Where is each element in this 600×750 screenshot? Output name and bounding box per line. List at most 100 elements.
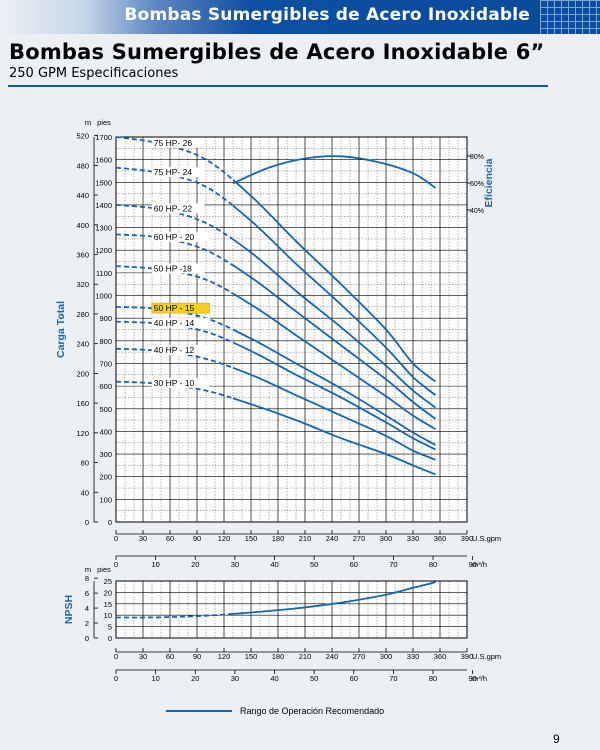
- npsh-x-tick-gpm: 30: [139, 652, 147, 661]
- npsh-m-unit-label: m: [85, 565, 91, 574]
- npsh-x-tick-m3h: 70: [389, 674, 397, 683]
- head-curve-solid: [233, 204, 437, 396]
- x-tick-gpm: 360: [434, 534, 447, 543]
- head-curve-solid: [233, 238, 437, 409]
- series-label-bg: [151, 302, 211, 314]
- y-tick-m: 280: [76, 310, 89, 319]
- npsh-curve-solid: [233, 581, 436, 615]
- efficiency-tick-label: 40%: [470, 208, 484, 215]
- y-tick-m: 120: [76, 429, 89, 438]
- y-tick-ft: 900: [99, 314, 112, 323]
- series-label: 60 HP- 22: [154, 203, 193, 213]
- npsh-x-unit-gpm: U.S.gpm: [472, 652, 501, 661]
- npsh-x-tick-m3h: 0: [114, 674, 118, 683]
- series-label-bg: [151, 137, 205, 148]
- y-tick-m: 80: [81, 459, 89, 468]
- x-tick-gpm: 120: [218, 534, 231, 543]
- banner-title: Bombas Sumergibles de Acero Inoxidable: [124, 5, 530, 25]
- npsh-curve-dashed: [116, 613, 233, 619]
- npsh-y-tick-ft: 20: [104, 588, 112, 597]
- series-label: 30 HP - 10: [154, 378, 195, 388]
- series-label-bg: [151, 167, 205, 178]
- y-tick-m: 440: [76, 191, 89, 200]
- npsh-plot-border: [115, 580, 468, 639]
- head-curve-solid: [233, 397, 436, 476]
- y-tick-ft: 100: [99, 495, 112, 504]
- npsh-y-tick-ft: 10: [104, 611, 112, 620]
- series-label: 40 HP - 14: [154, 318, 195, 328]
- npsh-x-tick-gpm: 300: [380, 652, 393, 661]
- y-tick-ft: 200: [99, 473, 112, 482]
- x-tick-gpm: 330: [407, 534, 420, 543]
- npsh-x-tick-gpm: 150: [245, 652, 258, 661]
- npsh-x-tick-m3h: 50: [310, 674, 318, 683]
- npsh-x-tick-gpm: 0: [114, 652, 118, 661]
- y-tick-m: 320: [76, 280, 89, 289]
- y-tick-ft: 1300: [95, 224, 112, 233]
- npsh-x-tick-m3h: 40: [270, 674, 278, 683]
- y-tick-m: 200: [76, 369, 89, 378]
- series-label: 50 HP - 15: [154, 303, 195, 313]
- npsh-x-tick-gpm: 360: [434, 652, 447, 661]
- y-tick-ft: 600: [99, 382, 112, 391]
- npsh-y-tick-ft: 5: [108, 623, 112, 632]
- x-tick-gpm: 240: [326, 534, 339, 543]
- y-tick-m: 0: [85, 518, 89, 527]
- x-tick-gpm: 210: [299, 534, 312, 543]
- x-tick-m3h: 50: [310, 560, 318, 569]
- x-tick-gpm: 300: [380, 534, 393, 543]
- x-tick-m3h: 70: [389, 560, 397, 569]
- series-label-bg: [151, 377, 210, 388]
- y-tick-ft: 500: [99, 405, 112, 414]
- npsh-y-tick-ft: 15: [104, 600, 112, 609]
- npsh-x-tick-gpm: 390: [461, 652, 474, 661]
- series-label: 60 HP - 20: [154, 232, 195, 242]
- npsh-x-unit-m3h: m³/h: [472, 674, 487, 683]
- x-tick-gpm: 90: [193, 534, 201, 543]
- x-tick-m3h: 60: [350, 560, 358, 569]
- series-label-bg: [151, 231, 210, 242]
- y-tick-ft: 1000: [95, 292, 112, 301]
- npsh-axis-label: NPSH: [63, 595, 75, 624]
- banner-grid-decoration: [540, 0, 600, 34]
- npsh-y-tick-m: 8: [85, 574, 89, 583]
- page-title: Bombas Sumergibles de Acero Inoxidable 6…: [9, 40, 545, 64]
- page-subtitle: 250 GPM Especificaciones: [9, 66, 179, 81]
- x-tick-gpm: 180: [272, 534, 285, 543]
- npsh-x-tick-gpm: 120: [218, 652, 231, 661]
- head-curve-solid: [233, 178, 437, 383]
- x-tick-m3h: 80: [429, 560, 437, 569]
- npsh-x-tick-gpm: 210: [299, 652, 312, 661]
- y-tick-ft: 400: [99, 427, 112, 436]
- series-label-bg: [151, 345, 210, 356]
- x-tick-gpm: 270: [353, 534, 366, 543]
- y-tick-m: 360: [76, 251, 89, 260]
- m-unit-label: m: [85, 118, 91, 127]
- npsh-x-tick-m3h: 10: [151, 674, 159, 683]
- head-curve-solid: [233, 264, 437, 420]
- header-banner: Bombas Sumergibles de Acero Inoxidable: [0, 0, 600, 34]
- npsh-x-tick-gpm: 60: [166, 652, 174, 661]
- x-unit-gpm: U.S.gpm: [472, 534, 501, 543]
- x-tick-m3h: 30: [231, 560, 239, 569]
- x-tick-gpm: 390: [461, 534, 474, 543]
- y-tick-ft: 1700: [95, 133, 112, 142]
- y-tick-m: 40: [81, 488, 89, 497]
- efficiency-tick-label: 60%: [470, 181, 484, 188]
- npsh-x-tick-m3h: 80: [429, 674, 437, 683]
- x-unit-m3h: m³/h: [472, 560, 487, 569]
- y-tick-ft: 800: [99, 337, 112, 346]
- head-curve-solid: [233, 328, 436, 446]
- npsh-x-tick-gpm: 330: [407, 652, 420, 661]
- y-tick-m: 520: [76, 132, 89, 141]
- npsh-y-tick-m: 0: [85, 634, 89, 643]
- npsh-x-tick-m3h: 30: [231, 674, 239, 683]
- series-label: 50 HP -18: [154, 263, 192, 273]
- npsh-y-tick-ft: 0: [108, 634, 112, 643]
- x-tick-gpm: 30: [139, 534, 147, 543]
- npsh-x-tick-gpm: 240: [326, 652, 339, 661]
- x-tick-gpm: 60: [166, 534, 174, 543]
- head-curve-solid: [233, 366, 436, 461]
- efficiency-curve: [232, 155, 437, 189]
- x-tick-m3h: 10: [151, 560, 159, 569]
